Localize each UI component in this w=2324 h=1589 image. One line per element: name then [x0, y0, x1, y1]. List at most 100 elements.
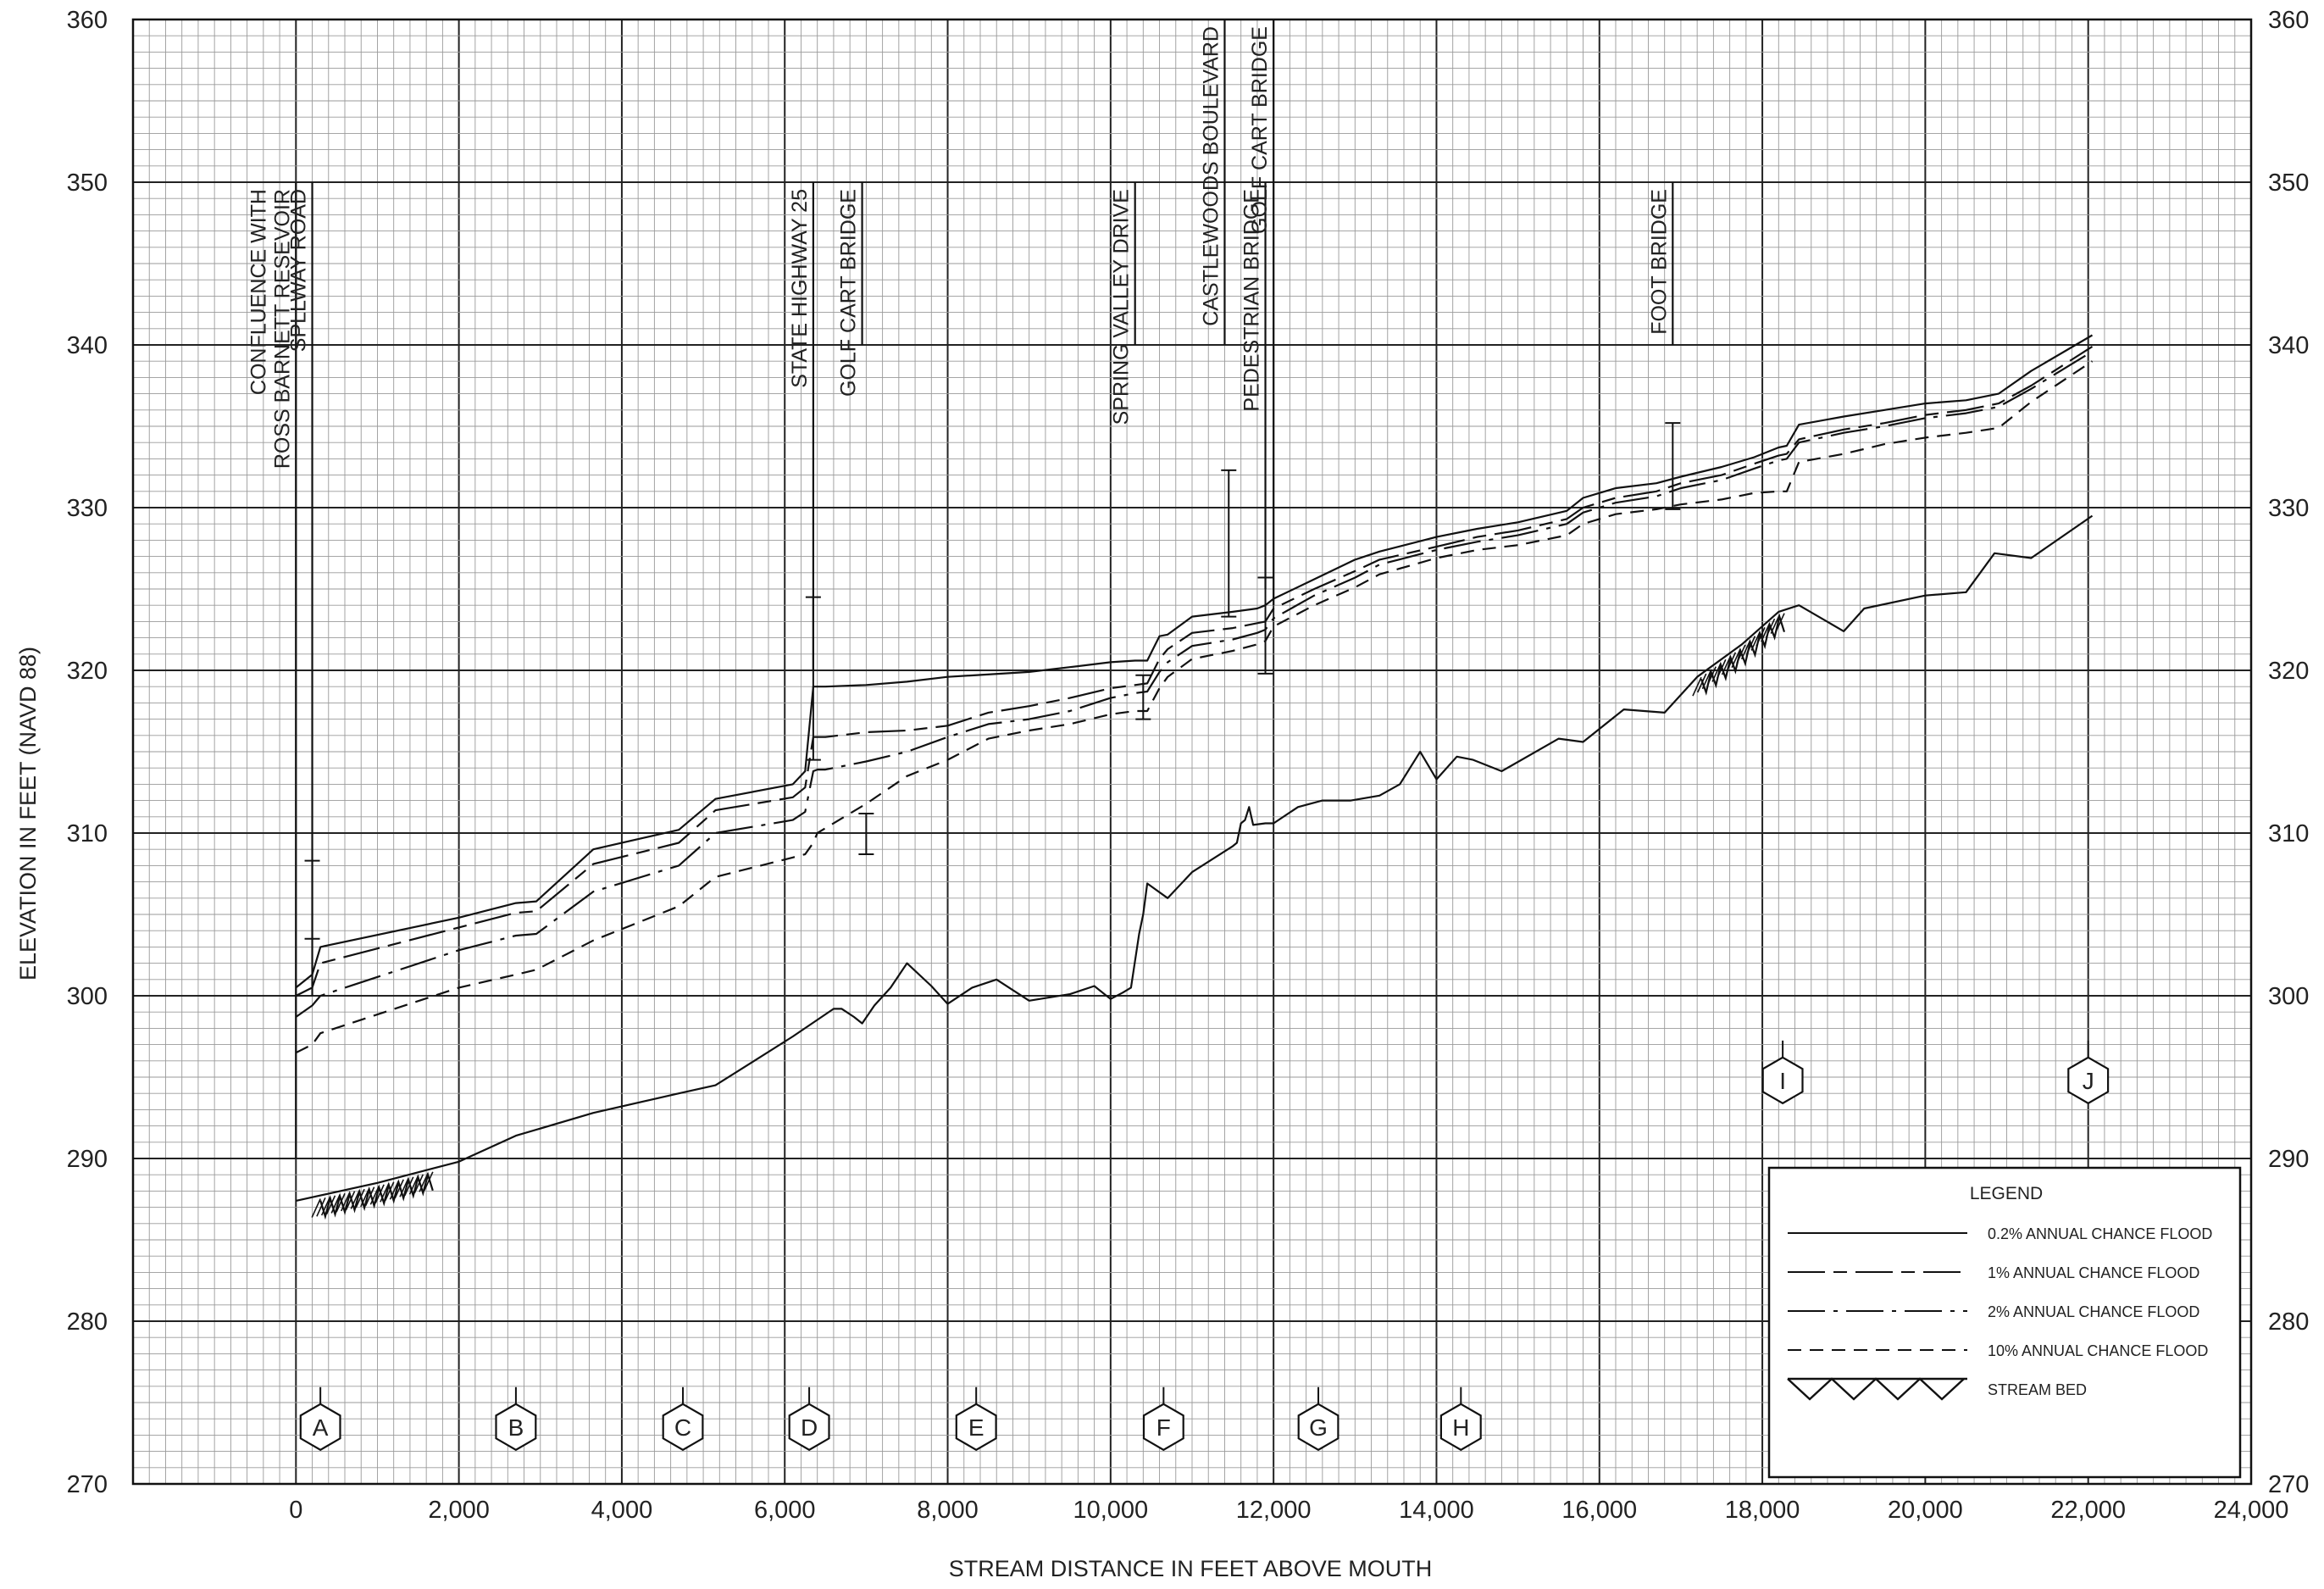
stream-bed-hatch-tick: [1697, 673, 1707, 693]
profile-error-bars: [304, 422, 1681, 940]
stream-bed-hatch-tick: [1721, 655, 1732, 675]
series-line-10-annual-chance-flood: [295, 360, 2094, 1054]
stream-bed-hatch-tick: [1745, 636, 1756, 655]
y-tick-label-left: 290: [67, 1146, 108, 1173]
cross-section-markers: A B C D E F G H I J: [299, 1040, 2110, 1452]
stream-bed-hatch-tick: [404, 1176, 414, 1197]
stream-bed-hatch-tick: [336, 1192, 346, 1213]
x-tick-label: 24,000: [2214, 1497, 2289, 1524]
stream-bed-hatch-tick: [389, 1180, 400, 1200]
y-tick-label-left: 350: [67, 169, 108, 197]
stream-bed-hatch-tick: [374, 1184, 385, 1204]
stream-bed-hatch-tick: [360, 1187, 370, 1208]
axis-tick-labels: 0 2,000 4,000 6,000 8,000 10,000 12,000 14,000 1…: [67, 7, 2310, 1524]
stream-bed-hatch-tick: [355, 1188, 365, 1208]
y-tick-label-left: 280: [67, 1308, 108, 1336]
stream-bed-hatch-tick: [1692, 676, 1702, 697]
stream-bed-hatch-tick: [1711, 663, 1722, 682]
cross-section-hexagon: [1142, 1403, 1184, 1452]
x-tick-label: 0: [289, 1497, 302, 1524]
y-tick-label-left: 300: [67, 983, 108, 1010]
y-tick-label-right: 310: [2268, 820, 2309, 847]
x-tick-label: 10,000: [1073, 1497, 1148, 1524]
y-tick-label-right: 360: [2268, 7, 2309, 34]
stream-bed-hatch-tick: [1761, 622, 1771, 642]
y-tick-label-right: 270: [2268, 1471, 2309, 1498]
y-tick-label-left: 310: [67, 820, 108, 847]
stream-bed-hatch-tick: [350, 1190, 361, 1209]
stream-bed-hatch-tick: [1701, 669, 1712, 690]
cross-section-label: G: [1309, 1414, 1328, 1441]
cross-section-label: E: [968, 1414, 985, 1441]
cross-section-label: I: [1779, 1068, 1786, 1094]
cross-section-hexagon: [955, 1403, 997, 1452]
y-tick-label-left: 320: [67, 658, 108, 685]
stream-bed-hatch-tick: [341, 1192, 351, 1212]
x-tick-label: 2,000: [428, 1497, 490, 1524]
structure-label: PEDESTRIAN BRIDGE: [1240, 189, 1264, 412]
x-tick-label: 4,000: [591, 1497, 653, 1524]
legend-entry-label: STREAM BED: [1988, 1381, 2087, 1398]
structure-label: STATE HIGHWAY 25: [788, 189, 812, 388]
stream-bed-hatch-tick: [1775, 613, 1785, 633]
stream-bed-hatch-tick: [399, 1177, 409, 1197]
series-line-0-2-annual-chance-flood: [295, 334, 2094, 989]
cross-section-label: A: [313, 1414, 329, 1441]
y-tick-label-right: 320: [2268, 658, 2309, 685]
stream-bed-hatch-tick: [1765, 618, 1776, 638]
stream-bed-hatch-tick: [311, 1198, 321, 1218]
stream-bed-hatch-tick: [419, 1172, 429, 1192]
stream-bed-hatch-tick: [424, 1171, 434, 1192]
x-tick-label: 22,000: [2050, 1497, 2126, 1524]
y-tick-label-right: 330: [2268, 495, 2309, 522]
legend: LEGEND 0.2% ANNUAL CHANCE FLOOD 1% ANNUAL…: [1767, 1166, 2242, 1479]
y-tick-label-left: 360: [67, 7, 108, 34]
legend-entry-label: 0.2% ANNUAL CHANCE FLOOD: [1988, 1225, 2212, 1242]
stream-bed-hatch-tick: [408, 1175, 419, 1195]
stream-bed-hatch-tick: [316, 1197, 326, 1217]
x-tick-label: 16,000: [1561, 1497, 1637, 1524]
stream-bed-hatch-tick: [1750, 631, 1761, 651]
y-tick-label-right: 290: [2268, 1146, 2309, 1173]
cross-section-label: J: [2083, 1068, 2094, 1094]
legend-title: LEGEND: [1970, 1184, 2043, 1203]
stream-bed-hatch-tick: [1731, 648, 1741, 669]
x-tick-label: 18,000: [1725, 1497, 1800, 1524]
stream-bed-hatch-tick: [380, 1182, 390, 1203]
stream-bed-hatch-tick: [1770, 614, 1780, 634]
structure-label: GOLF CART BRIDGE: [1248, 26, 1272, 234]
structure-label: FOOT BRIDGE: [1647, 189, 1671, 335]
stream-bed-hatch: [311, 613, 1786, 1220]
stream-bed-hatch-tick: [330, 1194, 341, 1214]
cross-section-hexagon: [662, 1403, 704, 1452]
series-line-2-annual-chance-flood: [295, 350, 2094, 1018]
series-lines: [295, 334, 2094, 1202]
plot-frame: [131, 18, 2253, 1486]
legend-entry-label: 1% ANNUAL CHANCE FLOOD: [1988, 1264, 2199, 1281]
stream-bed-hatch-tick: [345, 1191, 356, 1211]
y-tick-label-right: 280: [2268, 1308, 2309, 1336]
cross-section-label: D: [801, 1414, 818, 1441]
series-line-1-annual-chance-flood: [295, 345, 2094, 997]
cross-section-hexagon: [1761, 1056, 1804, 1105]
cross-section-label: H: [1452, 1414, 1469, 1441]
y-tick-label-right: 340: [2268, 332, 2309, 359]
cross-section-hexagon: [1439, 1403, 1482, 1452]
legend-box: [1767, 1166, 2242, 1479]
cross-section-hexagon: [1297, 1403, 1339, 1452]
stream-bed-hatch-tick: [1726, 652, 1737, 672]
stream-bed-hatch-tick: [369, 1185, 380, 1205]
structure-label: SPLLWAY ROAD: [287, 189, 311, 352]
structure-label: SPRING VALLEY DRIVE: [1110, 189, 1134, 425]
stream-bed-hatch-tick: [1706, 666, 1717, 686]
structure-label: ROSS BARNETT RESEVOIR: [270, 189, 294, 469]
cross-section-hexagon: [788, 1403, 830, 1452]
stream-bed-hatch-tick: [1755, 627, 1766, 647]
stream-bed-hatch-tick: [413, 1174, 424, 1194]
y-tick-label-left: 270: [67, 1471, 108, 1498]
cross-section-label: C: [674, 1414, 691, 1441]
legend-entry-label: 10% ANNUAL CHANCE FLOOD: [1988, 1342, 2208, 1359]
cross-section-hexagon: [495, 1403, 537, 1452]
y-tick-label-left: 330: [67, 495, 108, 522]
